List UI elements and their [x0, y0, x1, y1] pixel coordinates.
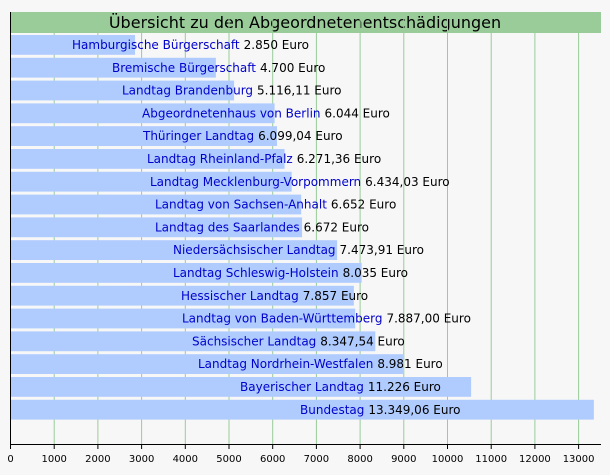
x-tick-label: 11000	[475, 454, 507, 465]
bar-label: Landtag von Baden-Württemberg 7.887,00 Eu…	[182, 312, 471, 326]
bar-label: Landtag des Saarlandes 6.672 Euro	[155, 220, 369, 234]
value-label: 5.116,11 Euro	[257, 84, 341, 98]
category-label: Landtag Mecklenburg-Vorpommern	[150, 175, 361, 189]
bar-label: Hamburgische Bürgerschaft 2.850 Euro	[72, 38, 309, 52]
category-label: Bundestag	[300, 403, 364, 417]
x-tick-label: 4000	[173, 454, 198, 465]
bar	[10, 377, 472, 397]
category-label: Abgeordnetenhaus von Berlin	[142, 106, 321, 120]
bar-label: Landtag Nordrhein-Westfalen 8.981 Euro	[198, 357, 443, 371]
value-label: 8.035 Euro	[343, 266, 408, 280]
x-tick-label: 13000	[563, 454, 595, 465]
bar	[10, 126, 278, 146]
bar-label: Bremische Bürgerschaft 4.700 Euro	[112, 61, 325, 75]
bar	[10, 80, 235, 101]
bar	[10, 35, 136, 55]
category-label: Sächsischer Landtag	[192, 334, 316, 348]
bar-label: Bundestag 13.349,06 Euro	[300, 403, 460, 417]
bar	[10, 399, 594, 420]
value-label: 6.099,04 Euro	[258, 129, 342, 143]
category-label: Landtag Rheinland-Pfalz	[147, 152, 293, 166]
category-label: Niedersächsischer Landtag	[173, 243, 336, 257]
value-label: 13.349,06 Euro	[368, 403, 460, 417]
category-label: Bayerischer Landtag	[240, 380, 364, 394]
value-label: 6.652 Euro	[331, 198, 396, 212]
x-tick-label: 0	[7, 454, 13, 465]
bar	[10, 57, 216, 78]
value-label: 7.887,00 Euro	[386, 312, 470, 326]
bar-label: Bayerischer Landtag 11.226 Euro	[240, 380, 441, 394]
x-tick-label: 3000	[129, 454, 154, 465]
category-label: Thüringer Landtag	[142, 129, 254, 143]
category-label: Hessischer Landtag	[181, 289, 299, 303]
bar-label: Thüringer Landtag 6.099,04 Euro	[142, 129, 343, 143]
bar	[10, 103, 275, 124]
value-label: 6.434,03 Euro	[365, 175, 449, 189]
bar-label: Hessischer Landtag 7.857 Euro	[181, 289, 368, 303]
bar	[10, 354, 403, 374]
category-label: Landtag Schleswig-Holstein	[173, 266, 339, 280]
bar-label: Niedersächsischer Landtag 7.473,91 Euro	[173, 243, 424, 257]
value-label: 8.981 Euro	[377, 357, 442, 371]
value-label: 4.700 Euro	[260, 61, 325, 75]
bar-label: Sächsischer Landtag 8.347,54 Euro	[192, 334, 405, 348]
category-label: Bremische Bürgerschaft	[112, 61, 256, 75]
title-bar	[10, 12, 601, 33]
category-label: Landtag Nordrhein-Westfalen	[198, 357, 373, 371]
value-label: 11.226 Euro	[368, 380, 441, 394]
bar-label: Abgeordnetenhaus von Berlin 6.044 Euro	[142, 106, 390, 120]
x-tick-label: 7000	[304, 454, 329, 465]
bar	[10, 149, 285, 169]
value-label: 6.044 Euro	[325, 106, 390, 120]
bar-label: Landtag Mecklenburg-Vorpommern 6.434,03 E…	[150, 175, 450, 189]
bar	[10, 217, 303, 238]
x-tick-label: 6000	[260, 454, 285, 465]
x-tick-label: 1000	[41, 454, 66, 465]
category-label: Landtag von Sachsen-Anhalt	[155, 198, 327, 212]
x-tick-label: 10000	[432, 454, 464, 465]
bar	[10, 240, 338, 260]
value-label: 6.672 Euro	[304, 220, 369, 234]
bar	[10, 171, 292, 192]
value-label: 7.473,91 Euro	[340, 243, 424, 257]
x-tick-label: 12000	[519, 454, 551, 465]
category-label: Landtag von Baden-Württemberg	[182, 312, 382, 326]
category-label: Landtag Brandenburg	[122, 84, 253, 98]
bar-label: Landtag Brandenburg 5.116,11 Euro	[122, 84, 342, 98]
bar	[10, 308, 356, 329]
x-tick-label: 2000	[85, 454, 110, 465]
x-tick-label: 5000	[216, 454, 241, 465]
value-label: 2.850 Euro	[244, 38, 309, 52]
bar-label: Landtag Rheinland-Pfalz 6.271,36 Euro	[147, 152, 381, 166]
bar-label: Landtag Schleswig-Holstein 8.035 Euro	[173, 266, 408, 280]
chart-title: Übersicht zu den Abgeordnetenentschädigu…	[109, 13, 501, 32]
category-label: Landtag des Saarlandes	[155, 220, 300, 234]
bar	[10, 331, 376, 352]
bar-label: Landtag von Sachsen-Anhalt 6.652 Euro	[155, 198, 396, 212]
value-label: 8.347,54 Euro	[320, 334, 404, 348]
category-label: Hamburgische Bürgerschaft	[72, 38, 240, 52]
bar	[10, 263, 362, 283]
bar	[10, 194, 302, 215]
value-label: 7.857 Euro	[303, 289, 368, 303]
x-tick-label: 8000	[347, 454, 372, 465]
x-tick-label: 9000	[391, 454, 416, 465]
value-label: 6.271,36 Euro	[297, 152, 381, 166]
bar	[10, 285, 354, 306]
